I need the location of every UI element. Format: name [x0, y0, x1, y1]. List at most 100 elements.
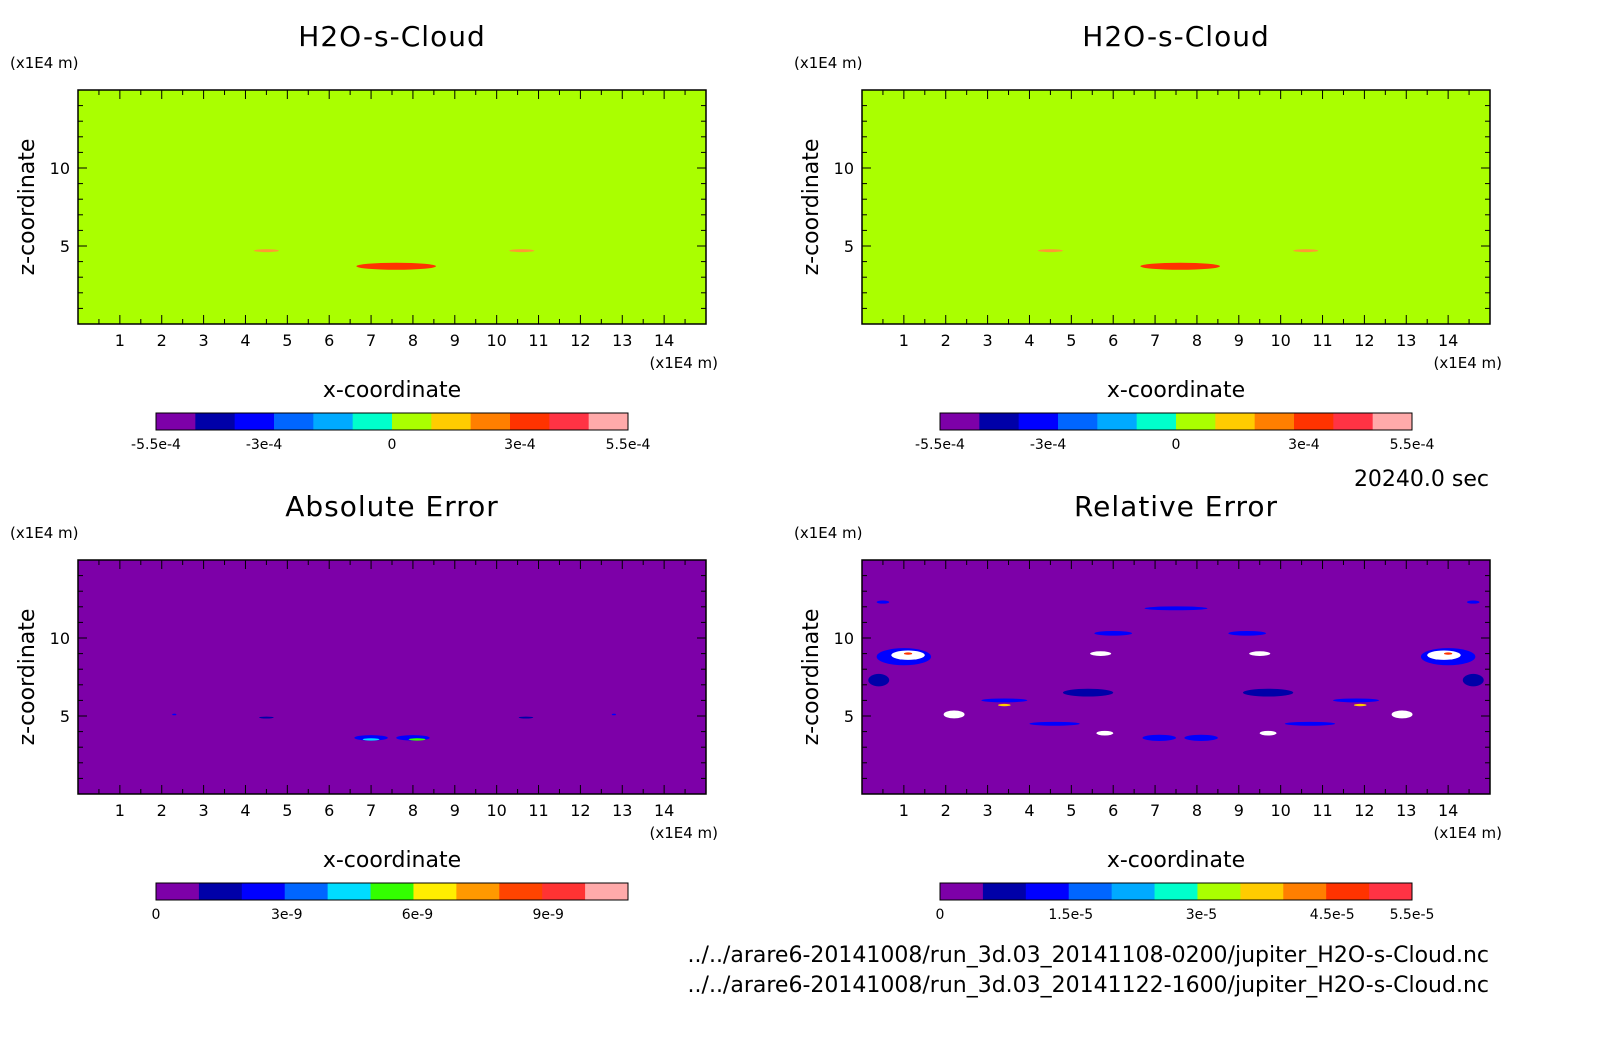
colorbar-tick-label: 9e-9	[532, 907, 563, 923]
error-blob-8	[1242, 688, 1294, 697]
error-blob-14	[943, 710, 965, 719]
x-tick-label: 6	[324, 801, 334, 820]
colorbar-swatch	[234, 413, 275, 430]
colorbar-swatch	[1333, 413, 1374, 430]
x-tick-label: 12	[1354, 331, 1374, 350]
colorbar-tick-label: -3e-4	[1030, 437, 1067, 453]
colorbar-swatch	[585, 883, 629, 900]
chart-panel-3: Absolute Error(x1E4 m)1 2 3 4 5 6 7 8 9 10 11 12 13 1…	[10, 490, 718, 923]
plot-area	[78, 560, 706, 794]
error-blob-3	[362, 738, 380, 741]
chart-panel-4: Relative Error(x1E4 m)1 2 3 4 5 6 7 8 9 10 11 12 13 1…	[794, 490, 1502, 923]
y-tick-label: 5	[844, 237, 854, 256]
error-blob-6	[518, 716, 534, 719]
chart-title: H2O-s-Cloud	[298, 20, 485, 53]
y-tick-label: 10	[834, 159, 854, 178]
x-tick-label: 13	[1396, 331, 1416, 350]
x-tick-label: 5	[1066, 801, 1076, 820]
colorbar-swatch	[979, 413, 1020, 430]
colorbar-swatch	[1111, 883, 1156, 900]
colorbar-tick-label: 0	[936, 907, 945, 923]
x-tick-label: 11	[1312, 801, 1332, 820]
error-blob-4	[408, 738, 426, 741]
colorbar-swatch	[1326, 883, 1370, 900]
x-tick-label: 4	[1024, 331, 1034, 350]
colorbar-swatch	[499, 883, 543, 900]
error-blob-4	[1427, 650, 1461, 660]
x-tick-label: 3	[199, 801, 209, 820]
colorbar-swatch	[1254, 413, 1295, 430]
plot-area	[862, 560, 1490, 794]
x-tick-label: 12	[570, 331, 590, 350]
x-tick-label: 5	[282, 801, 292, 820]
colorbar: -5.5e-4 -3e-4 0 3e-4 5.5e-4	[915, 412, 1435, 453]
colorbar-swatch	[940, 883, 984, 900]
colorbar-swatch	[274, 413, 314, 430]
colorbar-swatch	[413, 883, 457, 900]
colorbar-swatch	[313, 413, 354, 430]
x-tick-label: 7	[1150, 331, 1160, 350]
colorbar-tick-label: 1.5e-5	[1048, 907, 1093, 923]
colorbar-tick-label: 5.5e-5	[1390, 907, 1435, 923]
colorbar-swatch	[470, 413, 511, 430]
colorbar-tick-label: 5.5e-4	[606, 437, 651, 453]
cloud-feature-2	[253, 249, 279, 253]
colorbar-tick-label: -5.5e-4	[915, 437, 965, 453]
colorbar-frame	[939, 882, 1413, 901]
x-tick-label: 10	[486, 801, 506, 820]
x-tick-label: 11	[528, 801, 548, 820]
y-tick-label: 5	[60, 237, 70, 256]
colorbar-tick-label: 0	[1172, 437, 1181, 453]
colorbar-swatch	[1025, 883, 1070, 900]
error-blob-8	[611, 713, 616, 716]
y-tick-label: 5	[60, 707, 70, 726]
colorbar-swatch	[1068, 883, 1113, 900]
x-tick-label: 2	[941, 331, 951, 350]
error-blob-7	[172, 713, 177, 716]
x-tick-label: 2	[157, 801, 167, 820]
x-tick-label: 3	[983, 331, 993, 350]
x-axis-label: x-coordinate	[323, 848, 461, 873]
x-unit-label: (x1E4 m)	[1433, 824, 1502, 842]
x-axis-label: x-coordinate	[1107, 848, 1245, 873]
colorbar: 0 3e-9 6e-9 9e-9	[152, 882, 629, 923]
error-blob-11	[1228, 630, 1267, 636]
colorbar-tick-label: 3e-9	[271, 907, 302, 923]
x-tick-label: 12	[570, 801, 590, 820]
x-tick-label: 2	[157, 331, 167, 350]
colorbar-swatch	[549, 413, 590, 430]
y-unit-label: (x1E4 m)	[794, 524, 863, 542]
x-axis-label: x-coordinate	[1107, 378, 1245, 403]
error-blob-21	[1184, 734, 1218, 741]
colorbar-swatch	[1176, 413, 1216, 430]
x-tick-label: 10	[1270, 801, 1290, 820]
error-blob-7	[1062, 688, 1114, 697]
error-blob-1	[354, 735, 388, 741]
colorbar-swatch	[392, 413, 432, 430]
x-tick-label: 4	[240, 331, 250, 350]
x-tick-label: 14	[1438, 331, 1458, 350]
x-tick-label: 12	[1354, 801, 1374, 820]
error-blob-12	[1090, 651, 1112, 656]
colorbar-tick-label: 4.5e-5	[1310, 907, 1355, 923]
x-tick-label: 3	[983, 801, 993, 820]
y-tick-label: 10	[50, 159, 70, 178]
error-blob-22	[1096, 730, 1114, 736]
x-tick-label: 9	[450, 801, 460, 820]
cloud-feature-3	[509, 249, 535, 253]
colorbar: 0 1.5e-5 3e-5 4.5e-5 5.5e-5	[936, 882, 1435, 923]
colorbar-tick-label: 0	[152, 907, 161, 923]
x-tick-label: 9	[1234, 801, 1244, 820]
error-blob-6	[1462, 673, 1484, 687]
colorbar-swatch	[940, 413, 980, 430]
colorbar-tick-label: 0	[388, 437, 397, 453]
x-tick-label: 5	[282, 331, 292, 350]
x-tick-label: 6	[1108, 331, 1118, 350]
file-path-1: ../../arare6-20141008/run_3d.03_20141108…	[688, 943, 1489, 968]
colorbar-swatch	[510, 413, 550, 430]
x-tick-label: 6	[1108, 801, 1118, 820]
error-blob-20	[1142, 734, 1176, 741]
error-blob-27	[1443, 652, 1453, 655]
colorbar-tick-label: 5.5e-4	[1390, 437, 1435, 453]
